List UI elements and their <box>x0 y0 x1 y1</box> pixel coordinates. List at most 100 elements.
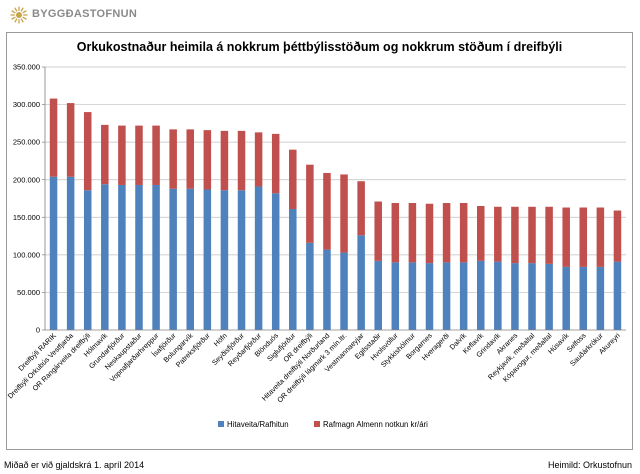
bar-electricity-segment <box>357 181 365 236</box>
bar-heating-segment <box>49 176 58 330</box>
y-tick-label: 250.000 <box>13 138 40 147</box>
logo-ray <box>11 16 16 20</box>
bar-electricity-segment <box>545 206 553 264</box>
bar-heating-segment <box>66 176 75 330</box>
bar-electricity-segment <box>442 203 451 263</box>
bar-electricity-segment <box>596 207 605 267</box>
bar-electricity-segment <box>101 124 109 185</box>
sun-logo-icon <box>10 6 28 24</box>
bar-electricity-segment <box>391 203 400 263</box>
bar-heating-segment <box>118 184 126 330</box>
y-tick-label: 350.000 <box>13 63 40 72</box>
bar-electricity-segment <box>374 201 382 261</box>
y-tick-label: 50.000 <box>17 288 40 297</box>
logo-ray <box>14 7 18 12</box>
bar-heating-segment <box>306 242 314 330</box>
bar-heating-segment <box>408 262 417 330</box>
y-tick-label: 0 <box>36 326 40 335</box>
bar-heating-segment <box>323 249 331 330</box>
bar-heating-segment <box>340 252 348 330</box>
header: BYGGÐASTOFNUN <box>0 0 640 30</box>
bar-electricity-segment <box>220 130 229 191</box>
brand-name: BYGGÐASTOFNUN <box>32 8 138 20</box>
bar-electricity-segment <box>613 210 622 262</box>
bar-heating-segment <box>596 266 605 330</box>
bar-electricity-segment <box>203 130 212 190</box>
bar-electricity-segment <box>152 125 160 185</box>
logo-ray <box>20 18 24 23</box>
bar-heating-segment <box>152 184 160 330</box>
footer-source: Heimild: Orkustofnun <box>547 460 632 470</box>
gridlines <box>45 66 626 293</box>
logo-ray <box>20 7 24 12</box>
bar-electricity-segment <box>528 206 536 264</box>
bar-electricity-segment <box>271 133 280 194</box>
bar-heating-segment <box>545 263 553 330</box>
bar-heating-segment <box>186 188 195 330</box>
bar-electricity-segment <box>306 164 314 243</box>
y-axis-ticks: 0 50.000 100.000 150.000 200.000 250.000 300.0… <box>13 63 45 335</box>
y-tick-label: 100.000 <box>13 250 40 259</box>
bar-electricity-segment <box>511 206 519 264</box>
legend: Hitaveita/Rafhitun Rafmagn Almenn notkun … <box>218 420 428 429</box>
bar-electricity-segment <box>169 129 177 189</box>
bar-heating-segment <box>374 260 382 330</box>
bar-electricity-segment <box>186 129 195 189</box>
bar-electricity-segment <box>66 103 75 177</box>
bar-electricity-segment <box>562 207 570 267</box>
bar-heating-segment <box>237 190 246 330</box>
chart-title: Orkukostnaður heimila á nokkrum þéttbýli… <box>76 40 563 54</box>
y-tick-label: 150.000 <box>13 213 40 222</box>
bar-electricity-segment <box>289 149 297 210</box>
bar-electricity-segment <box>476 206 485 261</box>
bar-heating-segment <box>579 266 588 330</box>
bars <box>49 98 622 330</box>
legend-swatch <box>218 421 224 427</box>
logo-ray <box>22 10 27 14</box>
bar-electricity-segment <box>408 203 417 263</box>
legend-label: Hitaveita/Rafhitun <box>227 420 289 429</box>
chart-frame <box>6 32 633 450</box>
y-tick-label: 200.000 <box>13 175 40 184</box>
bar-electricity-segment <box>323 172 331 250</box>
y-tick-label: 300.000 <box>13 100 40 109</box>
bar-electricity-segment <box>237 130 246 191</box>
bar-heating-segment <box>83 190 92 330</box>
logo-ray <box>11 10 16 14</box>
bar-heating-segment <box>101 184 109 330</box>
logo-ray <box>22 16 27 20</box>
bar-electricity-segment <box>135 125 143 185</box>
bar-heating-segment <box>459 262 468 330</box>
bar-electricity-segment <box>425 203 434 264</box>
bar-heating-segment <box>391 262 400 330</box>
bar-electricity-segment <box>340 174 348 253</box>
bar-electricity-segment <box>579 207 588 267</box>
bar-heating-segment <box>425 263 434 330</box>
bar-heating-segment <box>135 184 143 330</box>
bar-electricity-segment <box>254 132 263 187</box>
bar-heating-segment <box>169 188 177 330</box>
bar-heating-segment <box>203 189 212 330</box>
bar-heating-segment <box>562 266 570 330</box>
footer-date-note: Miðað er við gjaldskrá 1. apríl 2014 <box>4 460 145 470</box>
bar-heating-segment <box>528 263 536 330</box>
bar-heating-segment <box>271 193 280 330</box>
bar-heating-segment <box>442 262 451 330</box>
bar-heating-segment <box>613 261 622 330</box>
bar-heating-segment <box>220 190 229 330</box>
axes <box>44 67 626 331</box>
logo-ray <box>14 18 18 23</box>
bar-electricity-segment <box>118 125 126 185</box>
bar-heating-segment <box>511 263 519 330</box>
bar-electricity-segment <box>494 206 502 262</box>
bar-electricity-segment <box>83 112 92 191</box>
bar-heating-segment <box>494 261 502 330</box>
bar-heating-segment <box>289 209 297 330</box>
bar-heating-segment <box>254 186 263 330</box>
legend-swatch <box>314 421 320 427</box>
bar-heating-segment <box>476 260 485 330</box>
bar-heating-segment <box>357 235 365 330</box>
legend-label: Rafmagn Almenn notkun kr/ári <box>323 420 428 429</box>
